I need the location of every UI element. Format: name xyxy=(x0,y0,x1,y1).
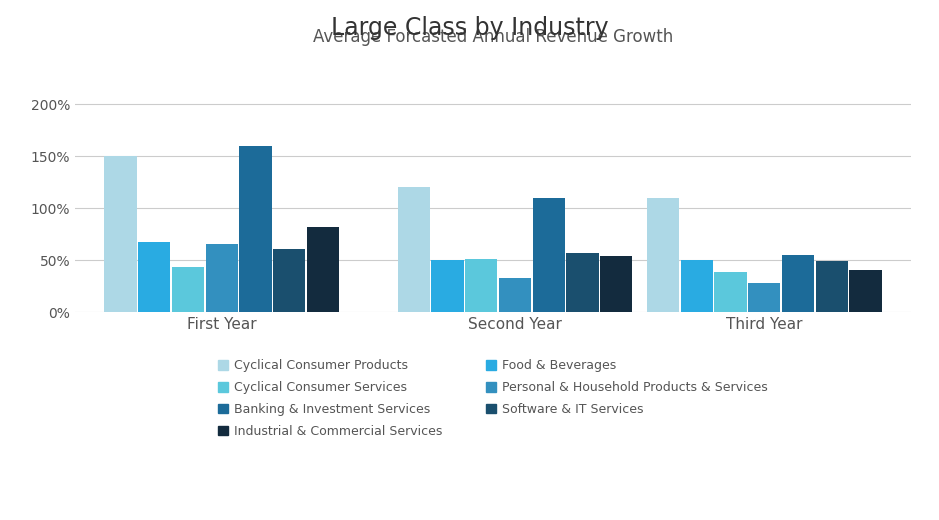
Bar xyxy=(782,255,814,312)
Bar xyxy=(715,272,747,312)
Bar xyxy=(104,156,137,312)
Bar xyxy=(532,198,565,312)
Bar xyxy=(647,198,679,312)
Bar xyxy=(566,253,598,312)
Bar xyxy=(273,249,305,312)
Text: Large Class by Industry: Large Class by Industry xyxy=(331,16,608,40)
Bar xyxy=(398,187,430,312)
Bar xyxy=(465,259,498,312)
Bar xyxy=(431,260,464,312)
Bar xyxy=(681,260,713,312)
Bar xyxy=(239,146,271,312)
Legend: Cyclical Consumer Products, Cyclical Consumer Services, Banking & Investment Ser: Cyclical Consumer Products, Cyclical Con… xyxy=(218,359,768,438)
Bar xyxy=(307,227,339,312)
Bar xyxy=(849,270,882,312)
Bar xyxy=(172,267,204,312)
Bar xyxy=(600,256,632,312)
Title: Average Forcasted Annual Revenue Growth: Average Forcasted Annual Revenue Growth xyxy=(313,28,673,46)
Bar xyxy=(499,278,531,312)
Bar xyxy=(748,283,780,312)
Bar xyxy=(816,261,848,312)
Bar xyxy=(138,242,170,312)
Bar xyxy=(206,244,238,312)
